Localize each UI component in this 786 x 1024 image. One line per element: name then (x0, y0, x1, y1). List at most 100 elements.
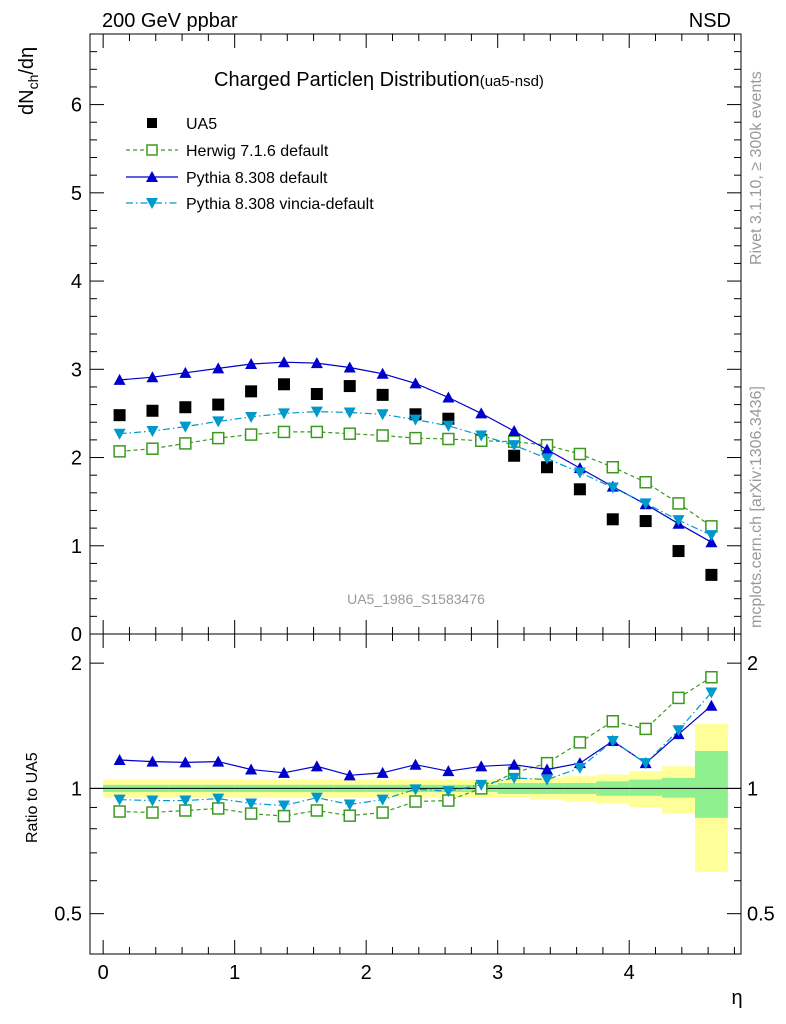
upper-point-herwig (343, 427, 356, 440)
ratio-point-vincia (508, 772, 521, 784)
upper-point-pythia (310, 357, 323, 369)
ratio-point-vincia (541, 774, 554, 786)
upper-y-tick-label: 2 (71, 448, 82, 470)
x-tick-label: 0 (98, 962, 109, 984)
upper-point-herwig (310, 425, 324, 439)
ratio-point-vincia (376, 794, 389, 806)
legend-marker-pythia (146, 171, 158, 182)
ratio-point-pythia (705, 699, 718, 711)
upper-point-pythia (442, 391, 455, 403)
upper-point-vincia (442, 420, 455, 432)
upper-ylabel: dNch/dη (16, 47, 41, 115)
ratio-point-herwig (606, 715, 620, 728)
legend-label-herwig: Herwig 7.1.6 default (186, 143, 329, 160)
legend: UA5 Herwig 7.1.6 default Pythia 8.308 de… (126, 116, 374, 213)
ratio-point-vincia (179, 795, 192, 807)
upper-point-vincia (705, 530, 718, 542)
upper-point-herwig (672, 497, 685, 510)
upper-point-vincia (639, 498, 652, 510)
plot-series (113, 356, 718, 823)
upper-point-data (639, 515, 652, 528)
band-inner-bin (694, 750, 728, 818)
x-tick-label: 2 (361, 962, 372, 984)
upper-point-vincia (310, 406, 323, 418)
ratio-point-herwig (639, 722, 652, 736)
ratio-y-tick-label-left: 2 (71, 653, 82, 675)
analysis-id: UA5_1986_S1583476 (347, 591, 485, 607)
upper-point-data (113, 409, 126, 422)
ratio-point-vincia (310, 792, 323, 804)
x-tick-label: 3 (492, 962, 503, 984)
ratio-point-herwig (179, 804, 192, 817)
upper-point-data (179, 401, 192, 414)
upper-point-pythia (179, 366, 192, 378)
ratio-point-herwig (310, 804, 324, 817)
upper-point-pythia (277, 356, 290, 368)
upper-point-herwig (639, 475, 652, 489)
legend-marker-herwig (146, 144, 158, 156)
ratio-point-vincia (146, 795, 159, 807)
ratio-point-vincia (212, 793, 225, 805)
upper-point-pythia (113, 373, 126, 385)
x-tick-label: 1 (229, 962, 240, 984)
upper-y-tick-label: 4 (71, 271, 82, 293)
upper-point-vincia (113, 428, 126, 440)
legend-marker-vincia (146, 198, 158, 209)
upper-ylabel-main: dN (16, 89, 38, 115)
legend-marker-ua5 (147, 118, 157, 128)
ratio-point-pythia (508, 758, 521, 770)
upper-point-vincia (245, 411, 258, 423)
upper-point-vincia (672, 515, 685, 527)
ratio-point-vincia (277, 800, 290, 812)
upper-point-herwig (606, 460, 620, 474)
ratio-point-vincia (573, 762, 586, 774)
ratio-point-vincia (475, 779, 488, 791)
upper-point-pythia (705, 536, 718, 548)
ratio-point-herwig (113, 805, 126, 818)
ratio-point-pythia (146, 755, 159, 767)
ratio-point-pythia (475, 760, 488, 772)
upper-point-herwig (211, 431, 225, 445)
ratio-point-herwig (146, 806, 159, 819)
ratio-point-vincia (409, 784, 422, 796)
upper-point-vincia (508, 440, 521, 452)
ratio-point-pythia (277, 766, 290, 778)
band-inner-bin (629, 779, 663, 796)
ratio-point-vincia (245, 798, 258, 810)
upper-point-vincia (277, 408, 290, 420)
ratio-point-pythia (212, 755, 225, 767)
ratio-y-tick-label-left: 1 (71, 778, 82, 800)
upper-y-tick-label: 5 (71, 183, 82, 205)
ratio-point-herwig (277, 809, 291, 823)
upper-point-data (541, 461, 554, 474)
upper-y-tick-label: 0 (71, 624, 82, 646)
upper-point-data (508, 449, 521, 462)
ratio-point-herwig (409, 795, 422, 808)
upper-point-data (310, 388, 323, 400)
uncertainty-bands (90, 723, 741, 872)
upper-point-data (343, 380, 356, 393)
upper-ylabel-tail: /dη (16, 47, 38, 75)
ratio-point-pythia (343, 769, 356, 781)
x-tick-label: 4 (624, 962, 635, 984)
ratio-point-herwig (343, 809, 356, 822)
upper-point-data (245, 385, 258, 398)
process-label: NSD (689, 10, 731, 32)
chart-title-tag: (ua5-nsd) (480, 73, 544, 90)
ratio-point-herwig (672, 691, 685, 705)
band-inner-bin (662, 777, 695, 798)
upper-point-pythia (146, 371, 159, 383)
ratio-point-vincia (113, 794, 126, 806)
ratio-point-herwig (376, 806, 389, 819)
upper-point-vincia (343, 407, 356, 419)
upper-point-data (146, 404, 159, 417)
chart-title-main: Charged Particle (214, 69, 363, 91)
upper-point-vincia (146, 426, 159, 438)
ratio-point-herwig (573, 736, 587, 749)
upper-point-data (212, 398, 225, 411)
upper-point-vincia (179, 421, 192, 433)
ratio-point-vincia (442, 786, 455, 798)
ratio-point-vincia (343, 799, 356, 811)
ratio-point-pythia (245, 763, 258, 775)
